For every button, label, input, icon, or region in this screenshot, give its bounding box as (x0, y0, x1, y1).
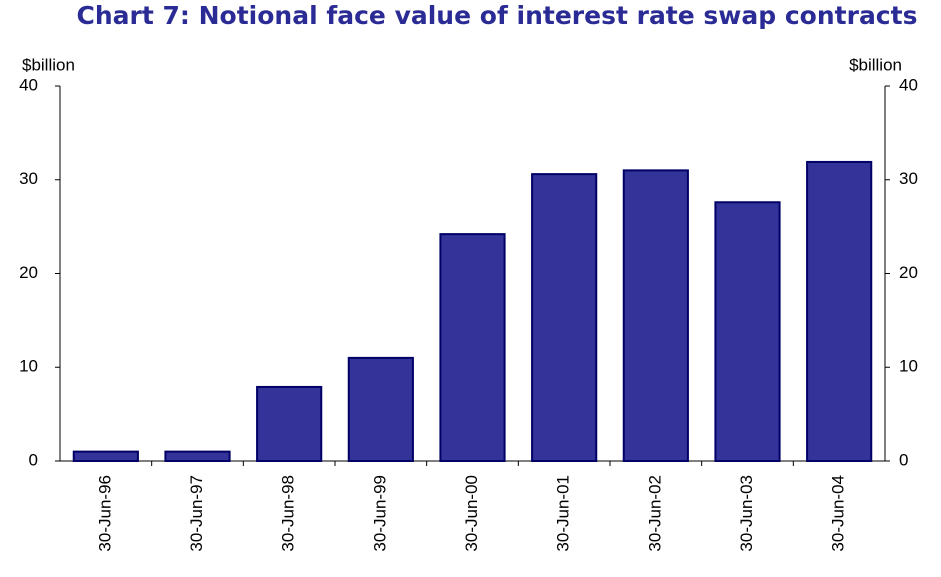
y-tick-label: 30 (19, 169, 38, 188)
x-tick-label: 30-Jun-04 (829, 475, 848, 552)
y2-axis-label: $billion (849, 55, 902, 74)
bar (714, 201, 781, 462)
y2-tick-label: 0 (899, 450, 908, 469)
y-tick-label: 0 (29, 450, 38, 469)
y-tick-label: 20 (19, 263, 38, 282)
bar (164, 450, 231, 462)
y2-tick-label: 10 (899, 357, 918, 376)
bar (806, 160, 873, 462)
y2-tick-label: 40 (899, 75, 918, 94)
x-tick-label: 30-Jun-02 (645, 475, 664, 552)
bar (72, 450, 139, 462)
x-tick-label: 30-Jun-96 (95, 475, 114, 552)
y-axis-label: $billion (22, 55, 75, 74)
y-tick-label: 10 (19, 357, 38, 376)
x-tick-label: 30-Jun-00 (462, 475, 481, 552)
bar (622, 169, 689, 462)
y2-tick-label: 30 (899, 169, 918, 188)
x-tick-label: 30-Jun-01 (554, 475, 573, 552)
bar (256, 385, 323, 462)
bar (347, 356, 414, 462)
y2-tick-label: 20 (899, 263, 918, 282)
x-tick-label: 30-Jun-99 (370, 475, 389, 552)
x-tick-label: 30-Jun-97 (187, 475, 206, 552)
bar (439, 233, 506, 462)
x-tick-label: 30-Jun-03 (737, 475, 756, 552)
x-tick-label: 30-Jun-98 (279, 475, 298, 552)
y-tick-label: 40 (19, 75, 38, 94)
chart-title: Chart 7: Notional face value of interest… (77, 1, 918, 30)
bar (531, 173, 598, 462)
